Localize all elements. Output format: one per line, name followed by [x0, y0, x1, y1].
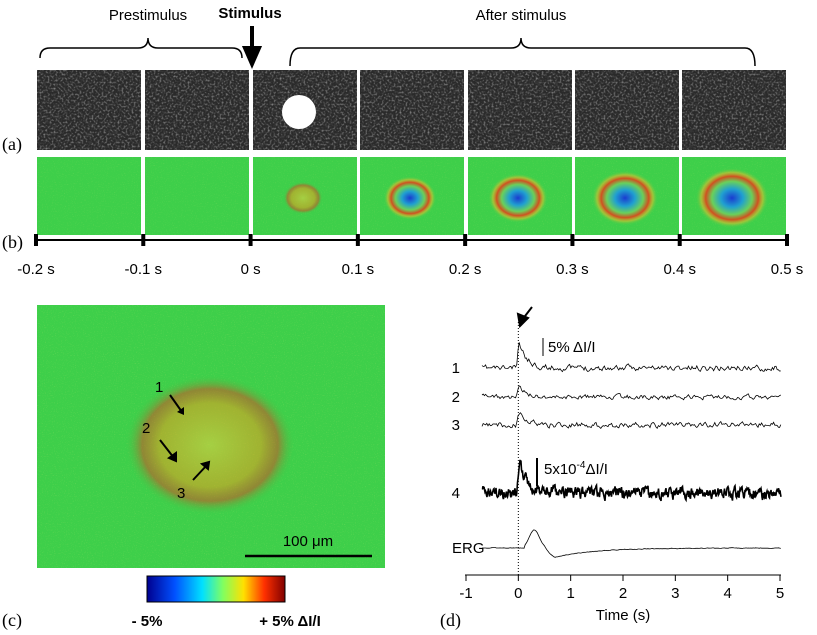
prestimulus-label: Prestimulus [109, 7, 187, 24]
trace [482, 529, 781, 558]
trace-label: 2 [452, 389, 460, 406]
arrow [169, 394, 183, 413]
timeline-label: 0 s [241, 261, 261, 278]
arrow [192, 460, 211, 481]
panel-label: (d) [440, 610, 461, 631]
bracket [289, 37, 756, 67]
x-tick-label: 5 [776, 585, 784, 602]
arrow [159, 439, 177, 463]
response-area [125, 375, 295, 515]
trace-label: 3 [452, 417, 460, 434]
timeline-label: -0.1 s [125, 261, 163, 278]
timeline-label: 0.5 s [771, 261, 804, 278]
timeline-tick [355, 234, 360, 246]
colorbar-min: - 5% [132, 613, 163, 630]
raw-texture [682, 70, 786, 150]
scale-exp: -4 [577, 460, 586, 471]
response [383, 176, 437, 220]
timeline-tick [463, 234, 468, 246]
frames [37, 70, 786, 235]
colorbar-max: + 5% ΔI/I [259, 613, 321, 630]
raw-texture [145, 70, 249, 150]
marker: 1 [155, 379, 163, 396]
x-tick-label: 0 [514, 585, 522, 602]
x-tick-label: 1 [566, 585, 574, 602]
x-tick-label: 4 [723, 585, 731, 602]
scale-label: 5% ΔI/I [548, 339, 596, 356]
trace-label: 4 [452, 485, 460, 502]
colorbar [146, 575, 286, 603]
marker: 2 [142, 420, 150, 437]
timeline-tick [141, 234, 146, 246]
timeline-ticks: -0.2 s -0.1 s 0 s 0.1 s 0.2 s 0.3 s 0.4 s 0.5 s [17, 234, 803, 278]
response [695, 167, 769, 229]
raw-texture [468, 70, 572, 150]
timeline-tick [34, 234, 38, 246]
trace-label: ERG [452, 540, 485, 557]
timeline-label: 0.1 s [342, 261, 375, 278]
marker: 3 [177, 485, 185, 502]
panel-label: (c) [2, 610, 22, 631]
trace [481, 342, 781, 373]
timeline-label: 0.3 s [556, 261, 589, 278]
response [488, 173, 548, 223]
scale-unit: ΔI/I [585, 461, 608, 478]
raw-texture [360, 70, 464, 150]
response [283, 181, 323, 215]
trace [481, 412, 782, 430]
diff-texture [145, 157, 249, 235]
stimulus-spot [282, 95, 316, 129]
traces: 1 2 3 4 ERG [452, 342, 782, 558]
trace-label: 1 [452, 360, 460, 377]
panel-label: (b) [2, 232, 23, 253]
stimulus-arrow [241, 26, 263, 69]
x-ticks: -1 0 1 2 3 4 5 [459, 322, 784, 602]
timeline-label: 0.2 s [449, 261, 482, 278]
x-tick-label: 3 [671, 585, 679, 602]
timeline-tick [785, 234, 789, 246]
arrow [516, 306, 533, 329]
after-label: After stimulus [476, 7, 567, 24]
raw-texture [37, 70, 141, 150]
scale-base: 5x10 [544, 461, 577, 478]
response [591, 170, 659, 226]
bracket [39, 37, 243, 59]
scale-bar-label: 100 μm [283, 533, 333, 550]
timeline-tick [570, 234, 575, 246]
stimulus-label: Stimulus [218, 5, 281, 22]
arrow-head [177, 407, 184, 415]
raw-texture [575, 70, 679, 150]
timeline-tick [248, 234, 253, 246]
diff-texture [37, 157, 141, 235]
panel-label: (a) [2, 134, 22, 155]
timeline-label: 0.4 s [663, 261, 696, 278]
timeline-tick [677, 234, 682, 246]
scale-label: 5x10-4ΔI/I [544, 460, 608, 478]
timeline-label: -0.2 s [17, 261, 55, 278]
x-axis-label: Time (s) [596, 607, 650, 624]
x-tick-label: -1 [459, 585, 472, 602]
x-tick-label: 2 [619, 585, 627, 602]
trace [481, 459, 782, 503]
trace [481, 385, 781, 401]
